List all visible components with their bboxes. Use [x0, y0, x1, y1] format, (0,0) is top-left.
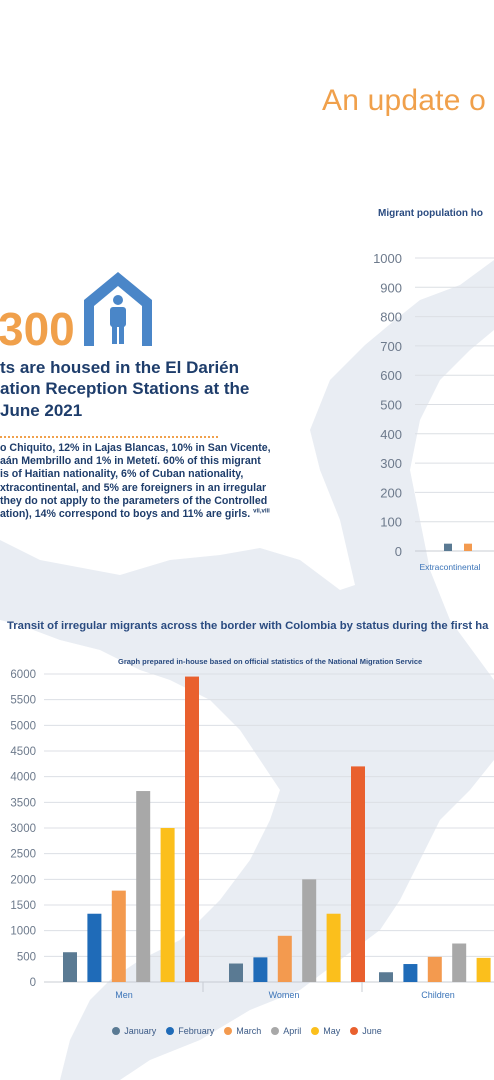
chart1-plot: 0 100 200 300 400 500 600 700 800 900 1000 Extracon… — [373, 251, 494, 572]
legend-swatch — [311, 1027, 320, 1035]
chart2-title: Transit of irregular migrants across the… — [7, 620, 489, 632]
highlight-body: o Chiquito, 12% in Lajas Blancas, 10% in… — [0, 442, 312, 521]
chart2-y-tick: 0 — [30, 977, 36, 989]
chart2-bar — [379, 972, 393, 982]
chart2-bar — [403, 964, 418, 982]
chart2-y-tick: 2000 — [10, 874, 36, 886]
chart2-bar — [302, 879, 317, 982]
chart2-y-tick: 2500 — [10, 849, 36, 861]
chart2-bar — [63, 952, 77, 982]
chart2-category-label: Children — [421, 990, 455, 1000]
legend-item: April — [271, 1026, 301, 1036]
legend-label: February — [178, 1026, 215, 1036]
page-title: An update o — [322, 84, 487, 117]
chart1-y-tick: 400 — [380, 427, 402, 442]
chart2-y-tick: 5000 — [10, 720, 36, 732]
chart2-y-tick: 4500 — [10, 746, 36, 758]
chart2-bar — [427, 956, 442, 982]
chart2-plot: 0 500 1000 1500 2000 2500 3000 3500 4000 4500 5000… — [10, 669, 494, 1000]
chart2-y-tick: 4000 — [10, 772, 36, 784]
chart2-y-tick: 3000 — [10, 823, 36, 835]
legend-swatch — [112, 1027, 121, 1035]
chart1-category-label: Extracontinental — [420, 562, 481, 572]
chart2-bar — [136, 791, 151, 982]
chart2-bar — [351, 766, 365, 982]
legend-item: January — [112, 1026, 156, 1036]
chart1-bar — [444, 543, 452, 551]
chart2-bar — [111, 890, 126, 982]
chart2-bar — [476, 957, 491, 982]
chart2-category-label: Women — [269, 990, 300, 1000]
chart2-bar — [326, 913, 341, 982]
chart1-y-tick: 500 — [380, 398, 402, 413]
chart1-y-tick: 800 — [380, 310, 402, 325]
chart2-bar — [160, 828, 175, 982]
chart2-legend: January February March April May June — [0, 1026, 494, 1036]
legend-swatch — [271, 1027, 280, 1035]
legend-item: May — [311, 1026, 340, 1036]
chart1-y-tick: 1000 — [373, 251, 402, 266]
legend-swatch — [350, 1027, 359, 1035]
chart1-y-tick: 0 — [395, 544, 402, 559]
chart1-y-tick: 900 — [380, 280, 402, 295]
legend-swatch — [224, 1027, 233, 1035]
chart2-subtitle: Graph prepared in-house based on officia… — [118, 657, 423, 666]
legend-item: June — [350, 1026, 382, 1036]
legend-swatch — [166, 1027, 175, 1035]
chart1-y-tick: 100 — [380, 515, 402, 530]
legend-item: February — [166, 1026, 214, 1036]
legend-item: March — [224, 1026, 261, 1036]
chart1-y-tick: 600 — [380, 368, 402, 383]
chart1-y-tick: 300 — [380, 456, 402, 471]
chart1-y-tick: 700 — [380, 339, 402, 354]
footnote-marker: vii,viii — [253, 508, 270, 515]
chart1-y-tick: 200 — [380, 485, 402, 500]
chart2-bar — [185, 676, 199, 982]
chart2-y-tick: 1500 — [10, 900, 36, 912]
house-person-icon — [84, 272, 152, 346]
chart2-y-tick: 5500 — [10, 695, 36, 707]
legend-label: May — [323, 1026, 341, 1036]
chart2-bar — [277, 935, 292, 982]
legend-label: June — [362, 1026, 382, 1036]
legend-label: March — [236, 1026, 262, 1036]
chart2-bar — [253, 957, 268, 982]
legend-label: January — [124, 1026, 157, 1036]
chart2-bar — [452, 943, 467, 982]
chart2-y-tick: 6000 — [10, 669, 36, 681]
legend-label: April — [283, 1026, 302, 1036]
chart2-y-tick: 3500 — [10, 797, 36, 809]
chart1-title: Migrant population ho — [378, 208, 483, 219]
chart2-bar — [87, 913, 102, 982]
chart2-bar — [229, 963, 243, 982]
chart2-y-tick: 1000 — [10, 926, 36, 938]
highlight-subheading: ts are housed in the El Darién ation Rec… — [0, 358, 250, 420]
map-landmass — [0, 260, 494, 1080]
dotted-divider — [0, 436, 218, 438]
chart2-category-label: Men — [115, 990, 133, 1000]
chart2-y-tick: 500 — [17, 951, 36, 963]
highlight-number: 300 — [0, 303, 75, 355]
chart1-bar — [464, 543, 472, 551]
body-text: o Chiquito, 12% in Lajas Blancas, 10% in… — [0, 442, 271, 521]
